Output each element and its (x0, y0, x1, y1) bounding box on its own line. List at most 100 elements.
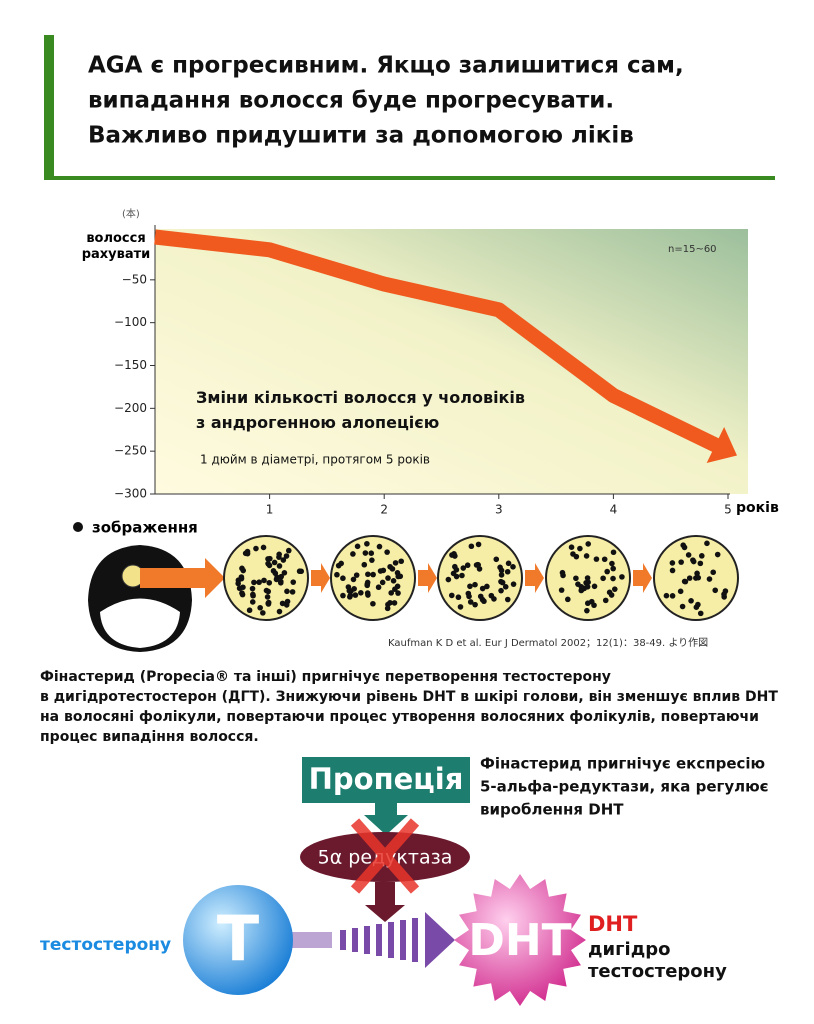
arrow (365, 882, 405, 922)
hair-dot (385, 575, 391, 581)
hair-dot (280, 557, 287, 563)
hair-dot (264, 594, 271, 600)
hair-dot (266, 562, 273, 569)
hair-dot (266, 579, 273, 586)
hair-dot (281, 570, 288, 576)
hair-dot (491, 596, 497, 602)
hair-dot (573, 553, 580, 560)
hair-dot (350, 576, 357, 583)
hair-dot (593, 556, 600, 562)
description-line: на волосяні фолікули, повертаючи процес … (40, 709, 759, 725)
hair-dot (721, 594, 727, 600)
hair-dot (479, 585, 486, 592)
hair-dot (368, 550, 375, 557)
hair-dot (392, 560, 399, 566)
hair-dot (362, 550, 369, 556)
hair-dot (466, 593, 472, 600)
block-cross (350, 818, 420, 894)
hair-dot (601, 556, 608, 563)
hair-dot (364, 579, 371, 586)
hair-dot (584, 584, 591, 590)
chart: −50 −100 −150 −200 −250 −300 1 2 3 4 5 (本) волосся ра… (82, 207, 779, 517)
hair-dot (345, 584, 352, 590)
hair-dot (502, 584, 509, 590)
hair-dot (669, 593, 676, 599)
dht-star (454, 874, 586, 1006)
hair-dot (242, 550, 249, 557)
chart-title: Зміни кількості волосся у чоловіків з анд… (196, 388, 525, 432)
hair-dot (365, 571, 371, 578)
hair-dot (679, 603, 686, 610)
hair-dot (457, 604, 464, 610)
hair-dot (352, 592, 359, 598)
hair-dot (568, 544, 575, 550)
hair-dot (510, 581, 517, 587)
hair-dot (497, 564, 503, 571)
scalp-circle (330, 535, 416, 621)
hair-dot (558, 587, 565, 593)
hair-dot (340, 592, 346, 599)
arrow (418, 563, 437, 593)
hair-dot (285, 547, 292, 554)
hair-dot (273, 576, 280, 583)
hair-dot (588, 598, 595, 605)
hair-dot (468, 543, 475, 550)
head-icon (88, 545, 192, 652)
hair-dot (370, 571, 376, 578)
header-line: Важливо придушити за допомогою ліків (88, 123, 634, 149)
hair-dot (610, 575, 616, 582)
hair-dot (338, 560, 344, 567)
hair-dot (260, 610, 266, 616)
hair-dot (710, 569, 717, 576)
hair-dot (276, 551, 282, 558)
hair-dot (712, 587, 719, 594)
hair-dot (391, 600, 398, 606)
hair-dot (236, 585, 243, 592)
hair-dot (278, 573, 285, 580)
hair-dot (677, 588, 684, 595)
description-line: в дигідротестостерон (ДГТ). Знижуючи рів… (40, 689, 778, 705)
hair-dot (591, 583, 598, 590)
y-tick-label: −150 (114, 358, 147, 372)
hair-dot (565, 596, 571, 603)
hair-dot (455, 594, 462, 601)
product-line: тестостерону (588, 961, 727, 982)
hair-dot (351, 586, 357, 592)
hair-dot (358, 590, 364, 596)
hair-dot (467, 599, 474, 605)
hair-dot (600, 575, 606, 582)
hair-dot (585, 541, 592, 547)
hair-dot (472, 601, 478, 608)
bullet (73, 522, 83, 532)
hair-dot (354, 543, 361, 550)
hair-dot (276, 563, 283, 569)
hair-dot (390, 578, 397, 584)
source-symbol: T (217, 902, 259, 975)
hair-dot (477, 593, 484, 600)
arrowhead (706, 427, 737, 464)
hair-dot (575, 581, 581, 587)
hair-dot (693, 604, 700, 610)
y-tick-label: −250 (114, 444, 147, 458)
hair-dot (585, 579, 591, 586)
hair-dot (380, 567, 387, 574)
hair-dot (688, 598, 694, 604)
plot-background (155, 229, 748, 494)
header-rule (44, 176, 775, 180)
hair-dot (257, 604, 263, 611)
hair-dot (498, 587, 504, 594)
hair-dot (699, 553, 705, 559)
hair-dot (238, 575, 245, 582)
hair-dot (361, 561, 368, 568)
arrow (525, 563, 544, 593)
scalp-samples (223, 535, 739, 621)
hair-dot (276, 608, 283, 615)
hair-dot (395, 590, 401, 596)
hair-dot (283, 602, 290, 608)
hair-dot (249, 585, 256, 592)
hair-dot (334, 571, 340, 578)
hair-dot (611, 586, 618, 592)
x-tick-label: 2 (380, 503, 388, 517)
hair-dot (246, 607, 253, 614)
hair-dot (271, 559, 278, 566)
